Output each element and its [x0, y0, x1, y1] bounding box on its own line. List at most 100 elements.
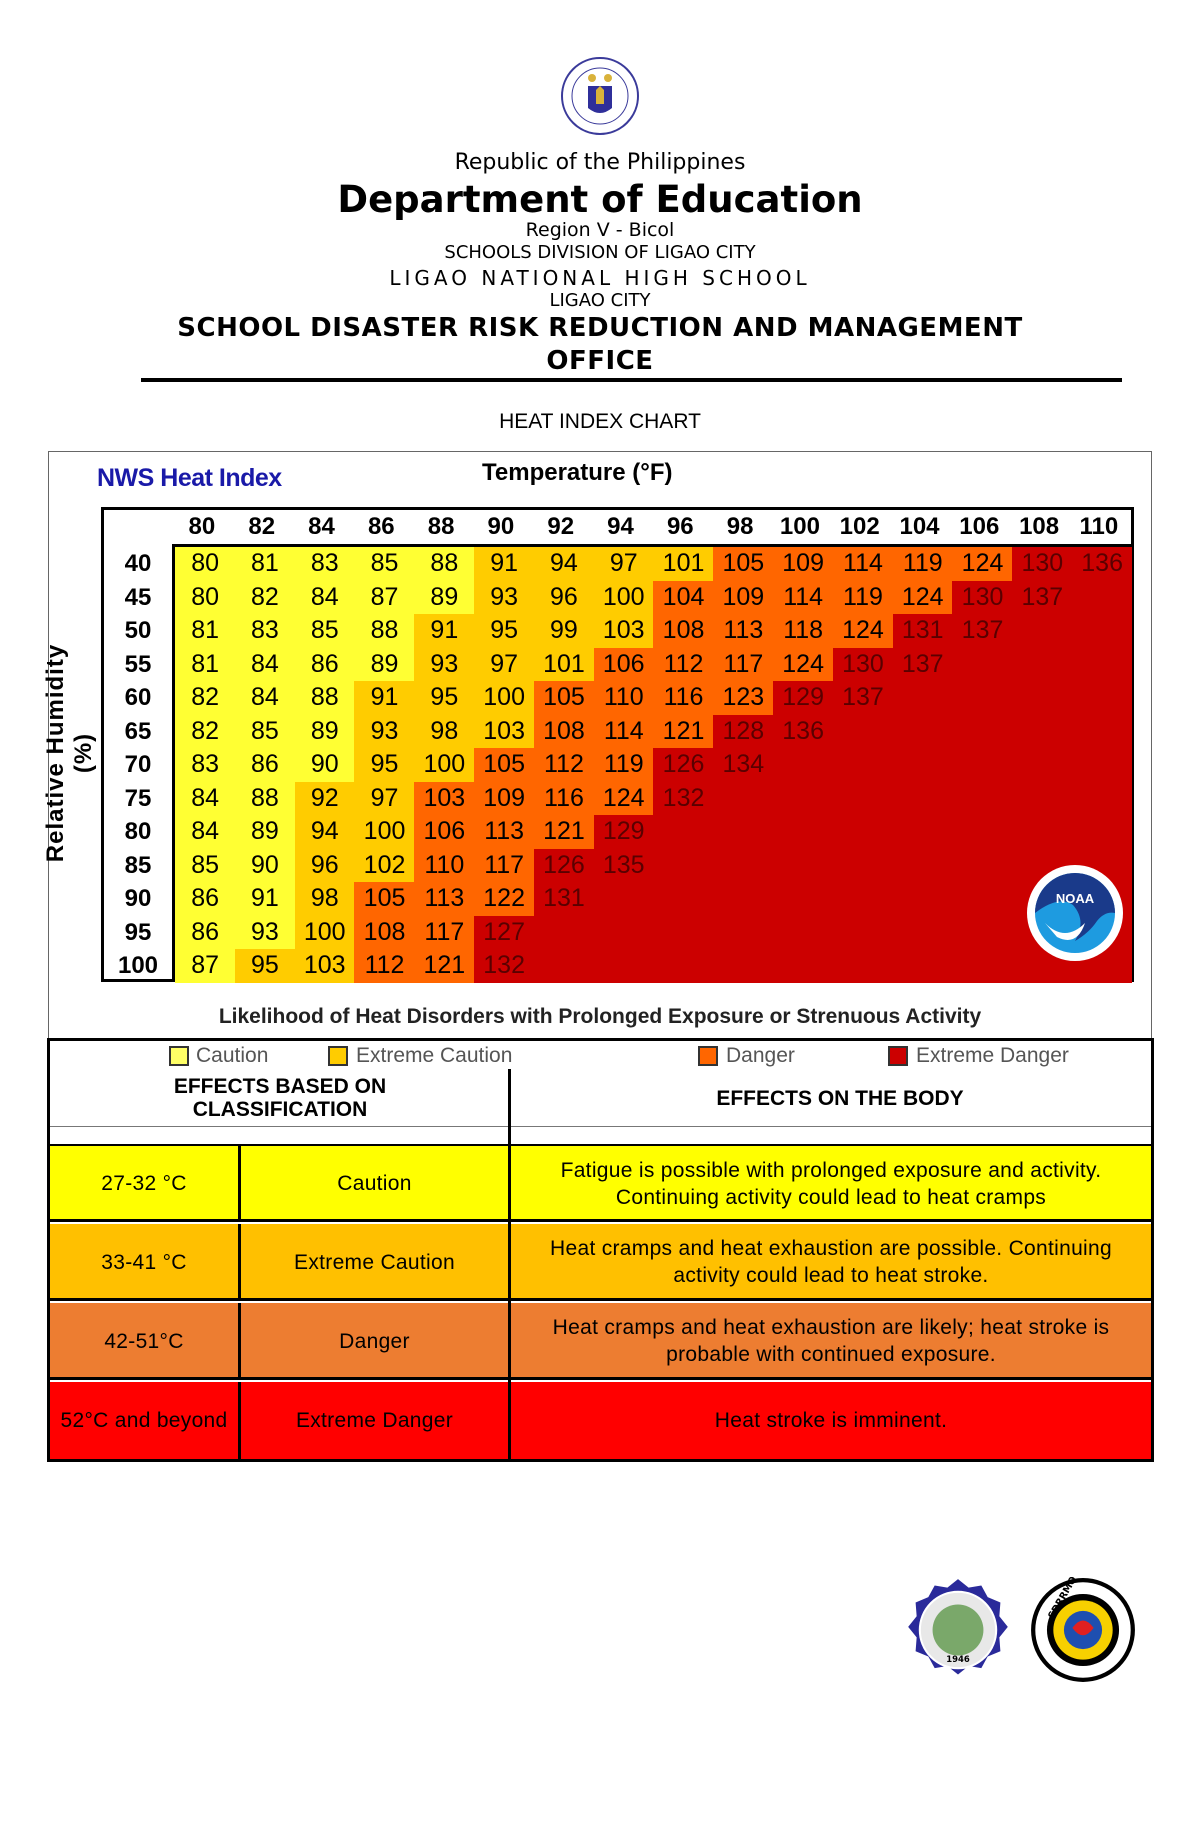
heat-index-cell: [593, 882, 654, 916]
cell-divider: [238, 1382, 241, 1459]
header-effects: EFFECTS ON THE BODY: [716, 1087, 964, 1110]
heat-index-cell: 106: [414, 815, 475, 849]
heat-index-cell: 106: [593, 647, 654, 682]
heat-index-cell: 137: [952, 614, 1013, 648]
heat-index-cell: 82: [234, 580, 296, 615]
heat-index-cell: [713, 781, 774, 816]
heat-index-cell: [533, 949, 595, 983]
lnhs-seal-year: 1946: [946, 1654, 970, 1664]
y-tick-label: 85: [124, 851, 152, 879]
heat-index-cell: 101: [533, 647, 595, 682]
heat-index-cell: 85: [234, 714, 296, 749]
row-divider: [50, 1377, 1151, 1380]
heat-index-cell: [892, 815, 953, 849]
heat-index-cell: 117: [713, 647, 774, 682]
heat-index-cell: 130: [832, 647, 894, 682]
heat-index-cell: [892, 949, 953, 983]
heat-index-cell: [1072, 614, 1133, 648]
header-divider: [50, 1144, 1151, 1147]
header-divider: [141, 378, 1122, 382]
sdrrmo-seal-logo: SDRRMO: [1031, 1577, 1135, 1682]
heat-index-cell: [1012, 647, 1073, 682]
classification-row: 52°C and beyond Extreme Danger Heat stroke…: [50, 1382, 1151, 1459]
heat-index-cell: [593, 915, 654, 950]
office-title-line1: SCHOOL DISASTER RISK REDUCTION AND MANAG…: [177, 313, 1023, 343]
heat-index-cell: [773, 848, 834, 883]
x-tick-label: 84: [308, 513, 335, 540]
y-tick-label: 90: [124, 885, 152, 912]
y-axis-label: Relative Humidity (%): [42, 643, 97, 863]
heat-index-cell: 88: [354, 614, 415, 648]
heat-index-cell: 136: [1072, 547, 1133, 581]
heat-index-cell: 122: [474, 882, 535, 916]
heat-index-cell: 85: [294, 614, 355, 648]
heat-index-cell: 100: [294, 915, 355, 950]
x-tick-label: 92: [547, 513, 575, 540]
heat-index-cell: 118: [773, 614, 834, 648]
heat-index-cell: 124: [773, 647, 834, 682]
heat-index-cell: 88: [294, 681, 355, 715]
heat-index-cell: [653, 915, 714, 950]
effect-on-body: Heat cramps and heat exhaustion are like…: [552, 1316, 1110, 1366]
heat-index-cell: 80: [175, 580, 236, 615]
heat-index-cell: 93: [414, 647, 475, 682]
heat-index-cell: 93: [234, 915, 296, 950]
heat-index-cell: [832, 748, 894, 782]
heat-index-cell: [952, 681, 1013, 715]
region-text: Region V - Bicol: [525, 219, 675, 241]
x-tick-label: 102: [839, 513, 880, 540]
heat-index-cell: [533, 915, 595, 950]
noaa-logo: NOAA: [1027, 865, 1123, 961]
y-tick-label: 50: [124, 617, 152, 644]
x-tick-label: 82: [248, 513, 276, 540]
heat-index-cell: [773, 781, 834, 816]
heat-index-cell: 129: [773, 681, 834, 715]
heat-index-cell: 121: [533, 815, 595, 849]
heat-index-cell: 91: [474, 547, 535, 581]
heat-index-cell: 105: [354, 882, 415, 916]
heat-index-cell: 83: [175, 748, 236, 782]
heat-index-grid: 80 81 83 85 88 91 94 97 101 105 109 114 119 124 130 136…: [101, 507, 1134, 983]
heat-index-cell: 93: [474, 580, 535, 615]
heat-index-cell: 100: [593, 580, 654, 615]
heat-index-cell: 95: [474, 614, 535, 648]
heat-index-cell: 135: [593, 848, 654, 883]
heat-index-cell: 103: [414, 781, 475, 816]
heat-index-cell: 136: [773, 714, 834, 749]
y-tick-label: 40: [124, 550, 152, 577]
heat-index-cell: 109: [713, 580, 774, 615]
heat-index-cell: 126: [653, 748, 714, 782]
x-tick-label: 108: [1019, 513, 1060, 540]
heat-index-cell: 113: [713, 614, 774, 648]
heat-index-cell: [832, 882, 894, 916]
cell-divider: [238, 1146, 241, 1221]
heat-index-cell: 81: [234, 547, 296, 581]
heat-index-cell: 100: [474, 681, 535, 715]
office-title: SCHOOL DISASTER RISK REDUCTION AND MANAG…: [0, 312, 1200, 378]
heat-index-cell: 128: [713, 714, 774, 749]
x-tick-label: 106: [959, 513, 1000, 540]
legend-danger: Danger: [726, 1044, 795, 1067]
heat-index-cell: 81: [175, 614, 236, 648]
heat-index-cell: 108: [653, 614, 714, 648]
heat-index-cell: 91: [234, 882, 296, 916]
heat-index-cell: 113: [414, 882, 475, 916]
heat-index-cell: 86: [175, 882, 236, 916]
x-tick-label: 98: [726, 513, 754, 540]
legend-extreme-caution: Extreme Caution: [356, 1044, 513, 1067]
heat-index-cell: [1012, 614, 1073, 648]
heat-index-cell: 88: [234, 781, 296, 816]
heat-index-cell: 87: [175, 949, 236, 983]
effect-on-body: Heat cramps and heat exhaustion are poss…: [550, 1237, 1112, 1287]
heat-index-cell: 130: [952, 580, 1013, 615]
heat-index-cell: 82: [175, 714, 236, 749]
city-text: LIGAO CITY: [549, 290, 651, 311]
heat-index-cell: 110: [593, 681, 654, 715]
heat-index-cell: 100: [414, 748, 475, 782]
heat-index-cell: [773, 748, 834, 782]
heat-index-cell: [952, 882, 1013, 916]
x-axis-label: Temperature (°F): [482, 459, 673, 486]
heat-index-cell: 137: [892, 647, 953, 682]
heat-index-cell: [713, 882, 774, 916]
heat-index-cell: [952, 949, 1013, 983]
